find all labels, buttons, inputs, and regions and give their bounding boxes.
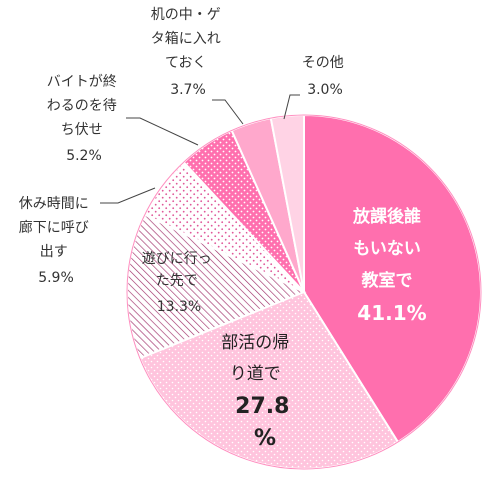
slice-label-s4-line1: 休み時間に (19, 196, 89, 212)
slice-label-s2-line2: り道で (230, 364, 281, 384)
slice-label-s3: 遊びに行っ た先で 13.3% (142, 251, 216, 315)
slice-label-s7: その他 3.0% (302, 55, 348, 98)
slice-label-s5: バイトが終 わるのを待 ち伏せ 5.2% (47, 74, 121, 164)
slice-value-s3: 13.3% (157, 299, 201, 315)
slice-value-s2-unit: % (254, 426, 276, 451)
slice-label-s1-line3: 教室で (361, 270, 413, 291)
leader-line-s4 (100, 187, 156, 204)
slice-label-s1: 放課後誰 もいない 教室で 41.1% (352, 206, 427, 325)
slice-label-s6-line1: 机の中・ゲ (151, 7, 221, 23)
slice-label-s6-line3: ておく (165, 55, 207, 71)
leader-lines (100, 94, 300, 204)
slice-value-s4: 5.9% (38, 270, 74, 286)
slice-label-s6: 机の中・ゲ タ箱に入れ ておく 3.7% (151, 7, 225, 98)
slice-label-s2: 部活の帰 り道で 27.8 % (221, 333, 295, 451)
slice-label-s5-line2: わるのを待 (47, 98, 117, 114)
slice-label-s4: 休み時間に 廊下に呼び 出す 5.9% (19, 196, 93, 286)
slice-label-s3-line2: た先で (156, 273, 198, 289)
slice-label-s4-line2: 廊下に呼び (19, 219, 89, 236)
slice-label-s1-line2: もいない (353, 239, 421, 259)
slice-label-s7-line1: その他 (302, 55, 344, 71)
leader-line-s6 (212, 99, 244, 125)
slice-value-s1: 41.1% (357, 301, 426, 325)
leader-line-s5 (126, 117, 199, 146)
slice-value-s2: 27.8 (235, 394, 289, 419)
slice-label-s5-line1: バイトが終 (47, 74, 117, 90)
slice-value-s6: 3.7% (170, 82, 206, 98)
slice-label-s1-line1: 放課後誰 (352, 206, 421, 227)
pie-outline (126, 114, 482, 470)
slice-label-s5-line3: ち伏せ (61, 122, 103, 138)
leader-line-s7 (283, 94, 300, 120)
slice-value-s7: 3.0% (307, 82, 343, 98)
slice-label-s3-line1: 遊びに行っ (142, 251, 212, 267)
slice-label-s6-line2: タ箱に入れ (151, 31, 221, 47)
slice-value-s5: 5.2% (66, 148, 102, 164)
slice-label-s4-line3: 出す (40, 244, 68, 260)
slice-label-s2-line1: 部活の帰 (221, 333, 289, 353)
pie-slices (126, 113, 482, 471)
